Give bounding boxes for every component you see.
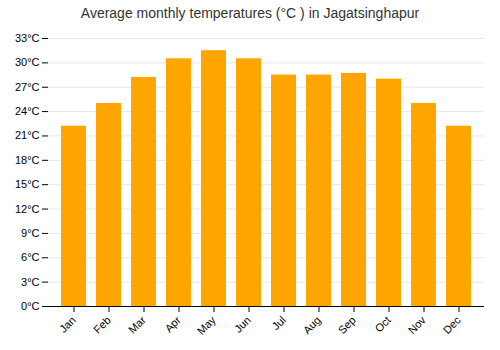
svg-text:Nov: Nov [406, 313, 429, 336]
svg-text:Jun: Jun [232, 314, 253, 335]
svg-text:Jan: Jan [57, 314, 78, 335]
svg-text:12°C: 12°C [15, 203, 40, 215]
html-text:Average monthly temperatures (: Average monthly temperatures (°C ) in Ja… [80, 5, 420, 21]
svg-text:27°C: 27°C [15, 81, 40, 93]
svg-text:Jul: Jul [269, 314, 287, 332]
svg-text:0°C: 0°C [21, 300, 40, 312]
svg-text:Mar: Mar [126, 314, 148, 336]
svg-text:Sep: Sep [336, 314, 358, 336]
svg-text:9°C: 9°C [21, 227, 40, 239]
svg-text:May: May [195, 313, 219, 337]
svg-text:15°C: 15°C [15, 178, 40, 190]
svg-text:Apr: Apr [162, 314, 183, 335]
svg-text:Feb: Feb [91, 314, 113, 336]
svg-text:Dec: Dec [441, 313, 464, 336]
svg-text:6°C: 6°C [21, 251, 40, 263]
svg-text:Oct: Oct [372, 314, 393, 335]
svg-text:30°C: 30°C [15, 56, 40, 68]
svg-text:33°C: 33°C [15, 32, 40, 44]
svg-text:Aug: Aug [301, 314, 323, 336]
svg-text:3°C: 3°C [21, 276, 40, 288]
svg-text:21°C: 21°C [15, 129, 40, 141]
svg-text:18°C: 18°C [15, 154, 40, 166]
svg-text:24°C: 24°C [15, 105, 40, 117]
